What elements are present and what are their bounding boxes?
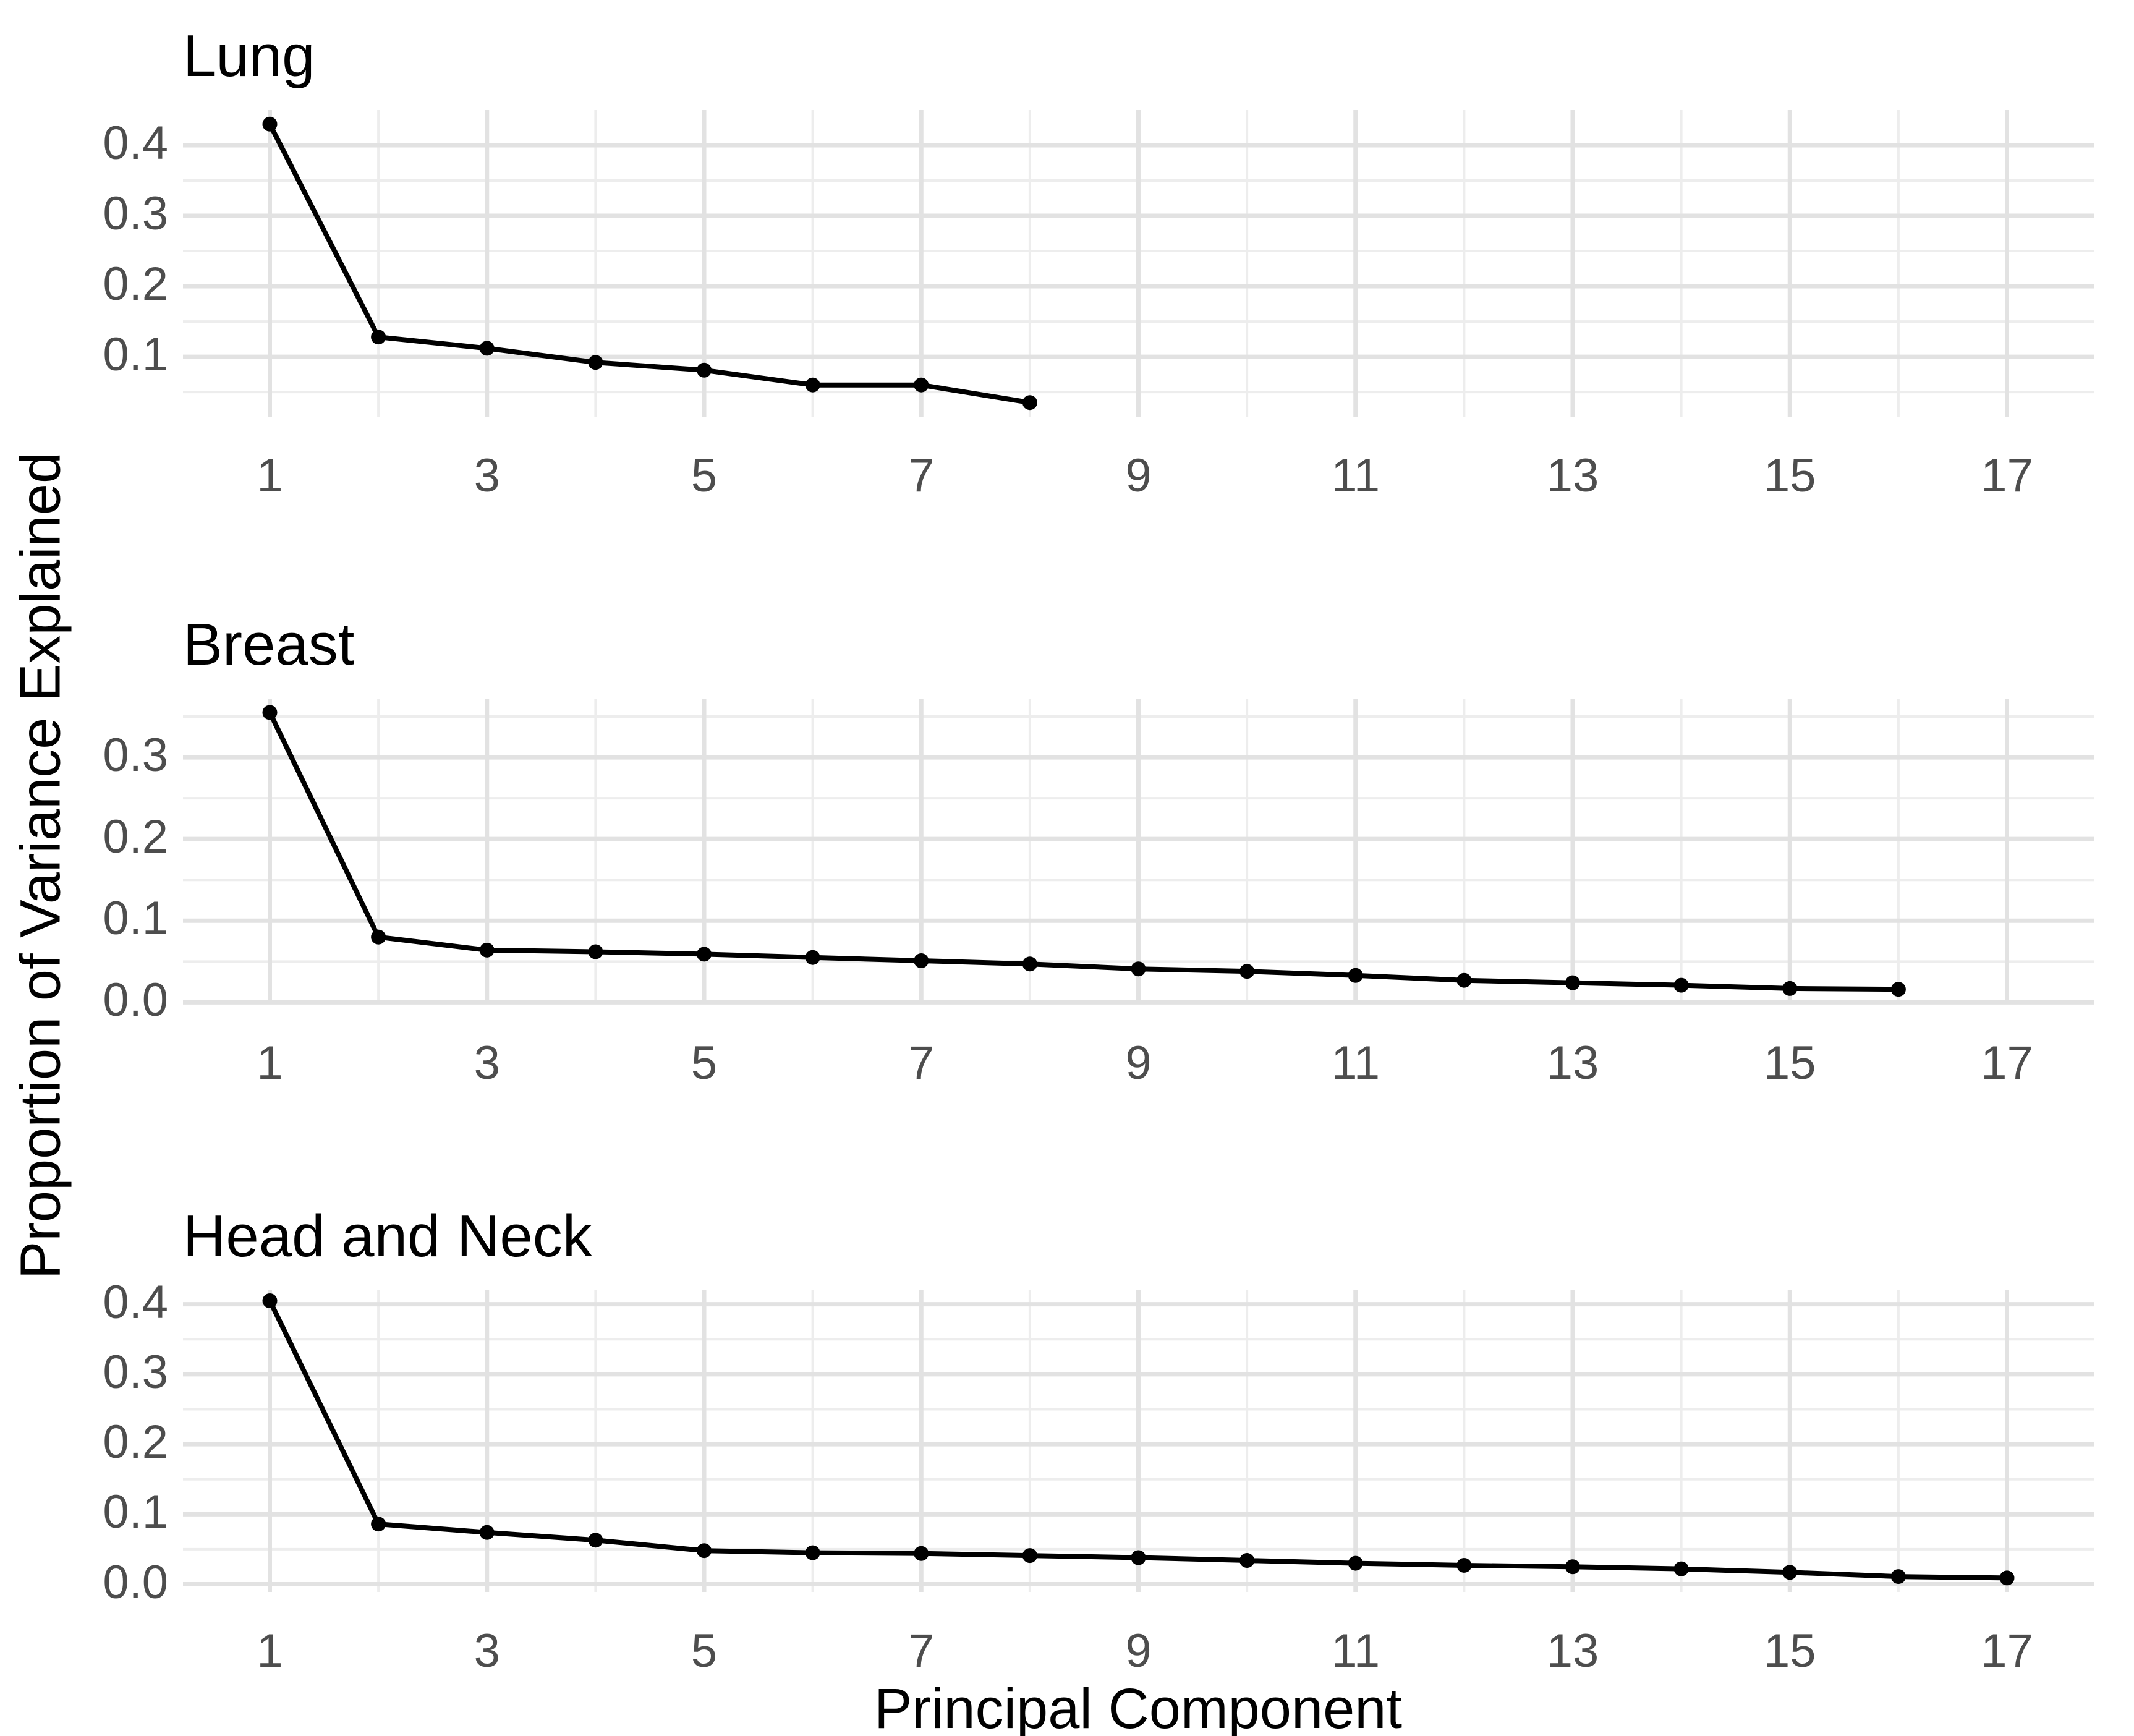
data-point	[1782, 981, 1798, 996]
y-tick-label: 0.1	[103, 1486, 168, 1539]
x-axis-title: Principal Component	[874, 1677, 1403, 1736]
x-tick-label: 13	[1546, 1037, 1599, 1089]
data-point	[1673, 977, 1689, 993]
data-point	[1022, 395, 1037, 411]
panel-title-breast: Breast	[183, 611, 355, 678]
panel-title-lung: Lung	[183, 23, 315, 89]
data-point	[914, 1546, 929, 1561]
x-tick-label: 1	[257, 1625, 283, 1677]
data-point	[1565, 975, 1580, 990]
data-point	[697, 1543, 712, 1559]
x-tick-label: 15	[1763, 1037, 1816, 1089]
data-point	[479, 1525, 495, 1540]
series-line-lung	[267, 121, 1032, 406]
x-tick-label: 15	[1763, 1625, 1816, 1677]
data-point	[1565, 1559, 1580, 1575]
x-tick-label: 13	[1546, 449, 1599, 502]
data-point	[479, 942, 495, 958]
y-tick-label: 0.3	[103, 729, 168, 782]
x-tick-label: 17	[1981, 1037, 2033, 1089]
y-tick-label: 0.0	[103, 1555, 168, 1609]
data-point	[1239, 1553, 1255, 1568]
data-point	[1782, 1565, 1798, 1580]
data-point	[697, 362, 712, 378]
data-point	[1456, 1557, 1472, 1573]
y-axis-title: Proportion of Variance Explained	[9, 451, 72, 1280]
y-tick-label: 0.4	[103, 117, 168, 170]
x-tick-label: 1	[257, 449, 283, 502]
y-tick-label: 0.3	[103, 187, 168, 240]
y-tick-label: 0.3	[103, 1345, 168, 1398]
x-tick-label: 11	[1331, 1037, 1380, 1089]
y-tick-label: 0.1	[103, 328, 168, 381]
y-tick-label: 0.2	[103, 258, 168, 311]
data-point	[371, 929, 386, 945]
data-point	[914, 953, 929, 968]
panel-title-head-and-neck: Head and Neck	[183, 1203, 592, 1269]
data-point	[479, 341, 495, 356]
data-point	[697, 947, 712, 962]
data-point	[262, 705, 278, 720]
panel-lung-plot	[183, 110, 2094, 417]
data-point	[1890, 1569, 1906, 1585]
x-tick-label: 9	[1125, 1625, 1152, 1677]
x-tick-label: 11	[1331, 1625, 1380, 1677]
data-point	[1890, 982, 1906, 997]
data-point	[1673, 1561, 1689, 1576]
y-tick-label: 0.0	[103, 974, 168, 1027]
series-line-breast	[267, 710, 1901, 992]
y-tick-label: 0.1	[103, 892, 168, 945]
y-tick-label: 0.4	[103, 1275, 168, 1329]
x-tick-label: 3	[474, 1037, 500, 1089]
data-point	[588, 1533, 603, 1548]
x-tick-label: 7	[908, 449, 935, 502]
data-point	[914, 377, 929, 393]
x-tick-label: 11	[1331, 449, 1380, 502]
data-point	[1131, 961, 1146, 977]
data-point	[1348, 968, 1363, 983]
x-tick-label: 5	[691, 1037, 718, 1089]
y-tick-label: 0.2	[103, 1416, 168, 1469]
data-point	[371, 330, 386, 345]
data-point	[805, 950, 820, 965]
x-tick-label: 5	[691, 1625, 718, 1677]
x-tick-label: 15	[1763, 449, 1816, 502]
x-tick-label: 5	[691, 449, 718, 502]
x-tick-label: 9	[1125, 449, 1152, 502]
data-point	[1999, 1570, 2015, 1586]
panel-head-and-neck-plot	[183, 1290, 2094, 1592]
panel-breast-plot	[183, 699, 2094, 1005]
x-tick-label: 9	[1125, 1037, 1152, 1089]
x-tick-label: 3	[474, 449, 500, 502]
x-tick-label: 7	[908, 1625, 935, 1677]
data-point	[1239, 964, 1255, 979]
x-tick-label: 1	[257, 1037, 283, 1089]
data-point	[1456, 972, 1472, 988]
data-point	[805, 1545, 820, 1560]
data-point	[262, 116, 278, 132]
x-tick-label: 3	[474, 1625, 500, 1677]
x-tick-label: 13	[1546, 1625, 1599, 1677]
data-point	[805, 377, 820, 393]
data-point	[1348, 1555, 1363, 1571]
data-point	[588, 944, 603, 959]
data-point	[1022, 956, 1037, 972]
x-tick-label: 7	[908, 1037, 935, 1089]
x-tick-label: 17	[1981, 1625, 2033, 1677]
y-tick-label: 0.2	[103, 811, 168, 864]
data-point	[588, 355, 603, 370]
data-point	[262, 1293, 278, 1308]
data-point	[1131, 1550, 1146, 1565]
x-tick-label: 17	[1981, 449, 2033, 502]
data-point	[1022, 1548, 1037, 1564]
data-point	[371, 1517, 386, 1532]
